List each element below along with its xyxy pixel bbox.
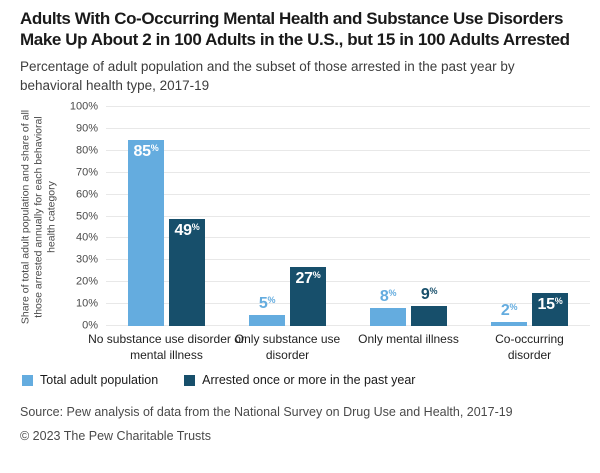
bar: 8%: [370, 289, 406, 326]
x-axis-category: Only mental illness: [348, 331, 469, 365]
legend-swatch-icon: [22, 374, 33, 386]
y-axis-title: Share of total adult population and shar…: [20, 107, 58, 326]
bar-value-label: 15%: [537, 296, 563, 314]
gridline: [106, 215, 590, 217]
page-title: Adults With Co-Occurring Mental Health a…: [20, 9, 570, 49]
gridline: [106, 149, 590, 151]
bar-value-label: 8%: [379, 288, 397, 306]
x-axis-label: No substance use disorder or mental illn…: [88, 332, 245, 362]
legend-swatch-icon: [184, 374, 196, 386]
chart-subtitle: Percentage of adult population and the s…: [20, 59, 515, 93]
y-tick-label: 60%: [75, 188, 98, 201]
legend: Total adult population Arrested once or m…: [22, 374, 590, 387]
y-axis-title-text: Share of total adult population and shar…: [19, 109, 58, 324]
bar: 27%: [290, 266, 326, 326]
bar: 49%: [169, 218, 205, 326]
copyright-note: © 2023 The Pew Charitable Trusts: [20, 428, 212, 443]
y-tick-label: 80%: [75, 144, 98, 157]
y-tick-label: 90%: [75, 122, 98, 135]
legend-item: Arrested once or more in the past year: [184, 374, 415, 387]
source-note: Source: Pew analysis of data from the Na…: [20, 404, 513, 419]
y-tick-label: 50%: [75, 210, 98, 222]
bar: 15%: [532, 293, 568, 326]
y-tick-label: 20%: [75, 275, 98, 288]
bar-value-label: 2%: [500, 301, 518, 319]
plot-column: 85% 49% 5% 27% 8% 9% 2% 15% No substance use di…: [88, 106, 590, 365]
legend-label: Arrested once or more in the past year: [202, 373, 416, 387]
gridline: [106, 106, 590, 107]
bar-value-label: 49%: [174, 221, 200, 239]
legend-label: Total adult population: [40, 373, 159, 387]
x-axis-category: Only substance use disorder: [227, 331, 348, 365]
bar: 2%: [491, 302, 527, 326]
y-tick-label: 0%: [82, 319, 98, 332]
y-tick-label: 10%: [75, 297, 98, 310]
bars-row: 85% 49% 5% 27% 8% 9% 2% 15%: [106, 107, 590, 326]
x-axis-label: Co-occurring disorder: [495, 332, 564, 362]
bar: 85%: [128, 139, 164, 326]
gridline: [106, 237, 590, 239]
bar-group: 85% 49%: [106, 107, 227, 326]
legend-item: Total adult population: [22, 374, 158, 387]
gridline: [106, 281, 590, 283]
gridline: [106, 171, 590, 173]
x-axis-label: Only substance use disorder: [234, 332, 341, 362]
x-axis-category: Co-occurring disorder: [469, 331, 590, 365]
gridline: [106, 127, 590, 129]
gridline: [106, 193, 590, 195]
y-tick-label: 40%: [75, 231, 98, 244]
y-tick-label: 70%: [75, 166, 98, 179]
y-tick-label: 100%: [69, 100, 98, 113]
bar-value-label: 85%: [133, 142, 159, 160]
bar-group: 5% 27%: [227, 107, 348, 326]
x-axis-labels: No substance use disorder or mental illn…: [88, 326, 590, 365]
bar: 5%: [249, 296, 285, 326]
gridline: [106, 303, 590, 305]
plot-area: 85% 49% 5% 27% 8% 9% 2% 15%: [106, 106, 590, 326]
x-axis-label: Only mental illness: [358, 332, 459, 346]
bar-group: 8% 9%: [348, 107, 469, 326]
y-axis-ticks: 0% 10% 20% 30% 40% 50% 60% 70% 80% 90% 100%: [58, 101, 106, 331]
bar-group: 2% 15%: [469, 107, 590, 326]
bar-value-label: 27%: [295, 269, 321, 287]
gridline: [106, 325, 590, 326]
bar-chart: Share of total adult population and shar…: [20, 101, 590, 365]
bar-value-label: 9%: [420, 286, 438, 304]
bar-value-label: 5%: [258, 295, 276, 313]
gridline: [106, 259, 590, 261]
bar: 9%: [411, 287, 447, 326]
x-axis-category: No substance use disorder or mental illn…: [88, 331, 245, 365]
y-tick-label: 30%: [75, 253, 98, 266]
